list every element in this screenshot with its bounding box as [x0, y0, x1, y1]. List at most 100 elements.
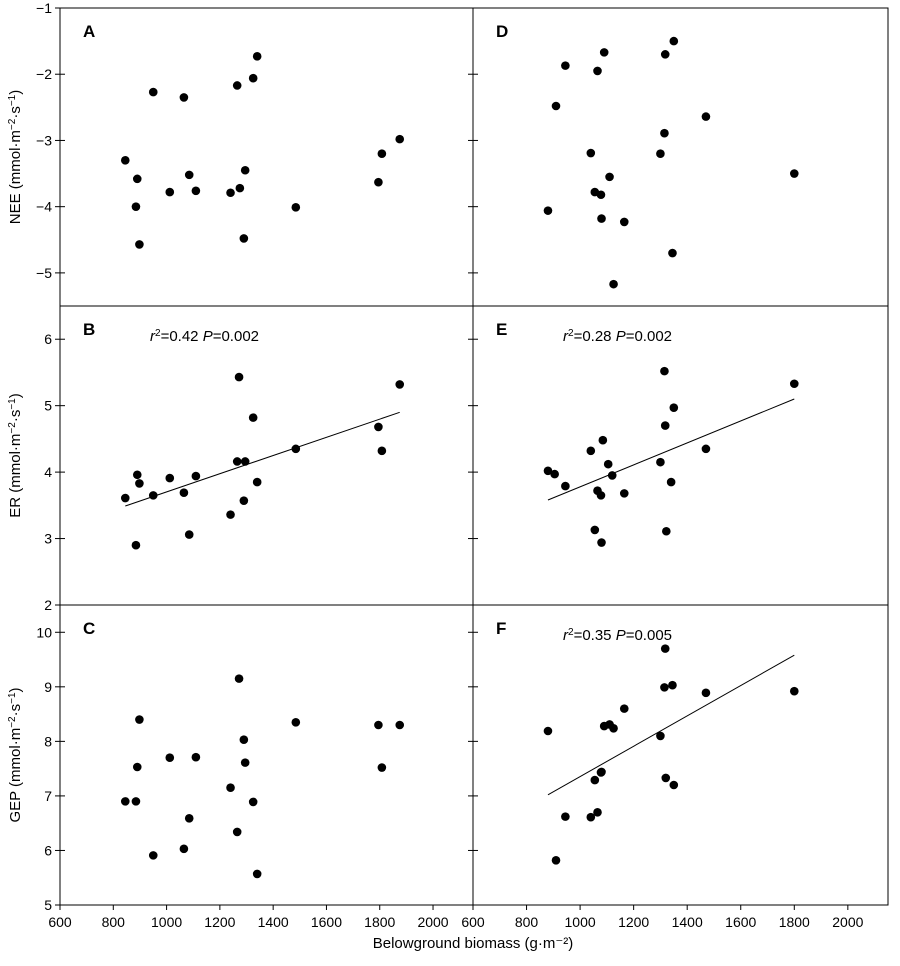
- data-point: [248, 73, 258, 83]
- data-point: [662, 526, 671, 536]
- data-point: [619, 217, 629, 227]
- data-point: [184, 813, 194, 823]
- data-point: [561, 481, 570, 491]
- data-point: [248, 413, 258, 422]
- data-point: [235, 183, 245, 193]
- data-point: [252, 52, 262, 61]
- x-tick-label: 1000: [151, 914, 182, 930]
- data-point: [240, 165, 250, 175]
- data-point: [701, 112, 711, 121]
- data-point: [234, 674, 244, 683]
- stats-annotation-E: r2=0.28 P=0.002: [563, 328, 672, 346]
- x-tick-label: 2000: [832, 914, 863, 930]
- plot-layer: −1 −2 −3 −4 −5 A NEE (mmol·m−2·s−1) D 2 3 4 5 6 B ER (…: [7, 0, 889, 930]
- data-point: [656, 731, 665, 741]
- data-point: [377, 446, 387, 456]
- data-point: [120, 493, 130, 503]
- x-tick-label: 600: [48, 914, 72, 930]
- data-point: [701, 688, 711, 698]
- data-point: [668, 680, 677, 690]
- x-tick-label: 1000: [565, 914, 596, 930]
- panel-frame-A: [59, 7, 474, 307]
- data-point: [599, 48, 609, 57]
- data-point: [669, 403, 679, 412]
- data-point: [165, 187, 175, 197]
- data-point: [239, 735, 249, 745]
- data-point: [660, 644, 670, 653]
- data-point: [660, 128, 669, 138]
- data-point: [131, 797, 141, 806]
- panel-frame-F: [472, 604, 889, 906]
- data-point: [239, 234, 249, 243]
- data-point: [120, 797, 130, 806]
- data-point: [550, 469, 559, 479]
- data-point: [789, 686, 799, 696]
- x-tick-label: 1800: [364, 914, 395, 930]
- panel-letter-A: A: [83, 22, 95, 41]
- data-point: [551, 101, 561, 111]
- data-point: [619, 489, 629, 498]
- data-point: [586, 446, 596, 456]
- x-tick-label: 800: [515, 914, 539, 930]
- y-tick-label: 4: [44, 464, 52, 480]
- y-tick-label: −5: [36, 265, 52, 281]
- data-point: [191, 186, 201, 196]
- data-point: [132, 174, 142, 184]
- panel-letter-F: F: [496, 619, 506, 638]
- data-point: [596, 491, 606, 500]
- data-point: [135, 479, 144, 488]
- x-tick-label: 2000: [417, 914, 448, 930]
- regression-line-B: [125, 411, 400, 507]
- y-tick-label: 5: [44, 398, 52, 414]
- data-point: [609, 723, 618, 733]
- y-tick-label: 9: [44, 679, 52, 695]
- regression-line-F: [547, 654, 795, 796]
- data-point: [374, 720, 383, 730]
- data-point: [561, 812, 570, 821]
- data-point: [586, 812, 596, 822]
- data-point: [131, 540, 141, 550]
- data-point: [668, 248, 677, 258]
- stats-annotation-F: r2=0.35 P=0.005: [563, 627, 672, 645]
- data-point: [395, 134, 405, 144]
- data-point: [239, 496, 249, 505]
- data-point: [660, 683, 669, 692]
- data-point: [226, 783, 235, 793]
- data-point: [607, 471, 617, 480]
- y-tick-label: −4: [36, 199, 52, 215]
- data-point: [597, 538, 606, 547]
- data-point: [148, 491, 158, 500]
- data-point: [586, 148, 596, 158]
- panel-A: −1 −2 −3 −4 −5 A NEE (mmol·m−2·s−1): [7, 0, 474, 307]
- data-point: [543, 726, 553, 736]
- data-point: [132, 762, 142, 772]
- y-tick-label: 5: [44, 897, 52, 913]
- data-point: [656, 149, 665, 158]
- x-tick-label: 1200: [618, 914, 649, 930]
- y-axis-title-C: GEP (mmol·m−2·s−1): [7, 687, 25, 822]
- data-point: [240, 457, 250, 466]
- regression-line-E: [547, 398, 795, 501]
- data-point: [179, 844, 189, 854]
- data-point: [226, 510, 235, 519]
- x-tick-label: 800: [102, 914, 126, 930]
- data-point: [120, 156, 130, 165]
- data-point: [661, 773, 671, 783]
- data-point: [660, 50, 670, 59]
- data-point: [184, 170, 194, 180]
- data-point: [252, 477, 262, 487]
- y-axis-title-A: NEE (mmol·m−2·s−1): [7, 90, 25, 224]
- data-point: [666, 477, 676, 487]
- data-point: [593, 66, 602, 76]
- panel-frame-B: [59, 305, 474, 606]
- panel-letter-B: B: [83, 320, 95, 339]
- y-tick-label: −3: [36, 132, 52, 148]
- data-point: [131, 202, 141, 211]
- data-point: [543, 466, 553, 476]
- data-point: [165, 753, 175, 763]
- data-point: [232, 457, 242, 466]
- data-point: [179, 488, 189, 498]
- data-point: [291, 203, 301, 212]
- panel-C: 5 6 7 8 9 10 600 800 1000 1200 1400 1600 1800 2000 C GE…: [7, 604, 474, 930]
